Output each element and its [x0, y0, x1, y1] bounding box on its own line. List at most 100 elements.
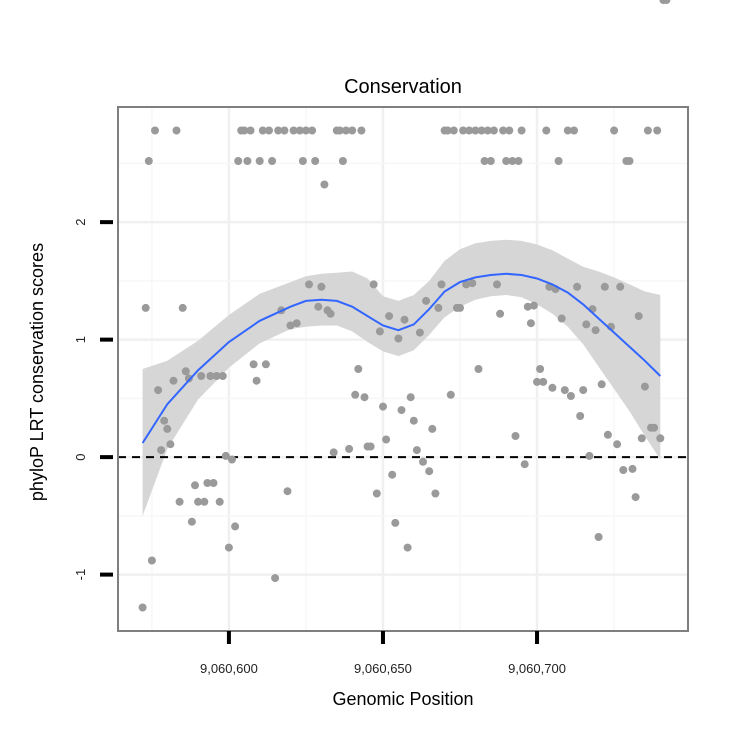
- data-point: [360, 393, 369, 402]
- data-point: [314, 302, 323, 311]
- data-point: [400, 315, 409, 324]
- data-point: [634, 312, 643, 321]
- data-point: [169, 376, 178, 385]
- data-point: [456, 303, 464, 312]
- data-point: [317, 282, 326, 291]
- y-tick-label: 1: [73, 336, 88, 343]
- data-point: [489, 126, 498, 135]
- data-point: [261, 360, 270, 369]
- data-point: [573, 282, 582, 291]
- data-point: [301, 126, 310, 135]
- data-point: [184, 374, 193, 383]
- data-point: [274, 126, 283, 135]
- data-point: [224, 543, 233, 552]
- data-point: [292, 319, 301, 328]
- data-point: [437, 280, 446, 289]
- data-point: [480, 157, 489, 165]
- data-point: [619, 466, 628, 474]
- data-point: [628, 464, 637, 473]
- data-point: [594, 533, 603, 541]
- data-point: [662, 0, 671, 4]
- data-point: [597, 380, 606, 389]
- data-point: [459, 126, 468, 135]
- data-point: [465, 126, 474, 135]
- data-point: [151, 126, 159, 135]
- data-point: [523, 302, 532, 311]
- data-point: [240, 126, 249, 135]
- data-point: [637, 434, 646, 443]
- data-point: [591, 326, 600, 335]
- data-points: [138, 0, 671, 612]
- data-point: [335, 126, 344, 135]
- data-point: [403, 543, 412, 552]
- data-point: [166, 440, 175, 449]
- data-point: [610, 126, 619, 135]
- data-point: [197, 372, 206, 380]
- data-point: [308, 126, 317, 135]
- data-point: [468, 279, 477, 288]
- y-tick-label: 2: [73, 219, 88, 226]
- data-point: [203, 479, 212, 487]
- smooth-trend-line: [141, 272, 662, 444]
- data-point: [280, 126, 289, 135]
- data-point: [326, 309, 335, 318]
- data-point: [613, 440, 622, 449]
- data-point: [181, 367, 190, 376]
- data-point: [311, 157, 320, 165]
- data-point: [200, 497, 209, 506]
- data-point: [194, 497, 203, 506]
- data-point: [305, 280, 313, 289]
- data-point: [286, 321, 295, 330]
- data-point: [379, 402, 387, 411]
- data-point: [172, 126, 181, 135]
- data-point: [163, 424, 172, 433]
- data-point: [375, 327, 384, 336]
- data-point: [372, 489, 381, 498]
- panel-border: [117, 106, 689, 632]
- data-point: [576, 412, 585, 420]
- data-point: [342, 126, 350, 135]
- data-point: [600, 282, 609, 291]
- data-point: [493, 280, 501, 289]
- data-point: [446, 390, 455, 399]
- data-point: [382, 435, 391, 444]
- data-point: [246, 126, 255, 135]
- data-point: [412, 446, 421, 455]
- data-point: [508, 157, 517, 165]
- data-point: [212, 372, 221, 380]
- data-point: [351, 390, 360, 399]
- data-point: [160, 416, 169, 425]
- data-point: [616, 282, 625, 291]
- data-point: [557, 314, 566, 323]
- data-point: [656, 434, 665, 443]
- data-point: [502, 157, 511, 165]
- data-point: [406, 393, 415, 402]
- data-point: [520, 460, 529, 469]
- data-point: [422, 296, 431, 305]
- data-point: [215, 497, 224, 506]
- data-point: [141, 303, 150, 312]
- data-point: [265, 126, 273, 135]
- data-point: [428, 424, 437, 433]
- data-point: [258, 126, 267, 135]
- data-point: [526, 319, 535, 328]
- data-point: [425, 467, 434, 476]
- axes: 9,060,600 9,060,650 9,060,700 -1 0 1 2: [73, 219, 566, 676]
- data-point: [218, 372, 227, 380]
- data-point: [434, 303, 443, 312]
- data-point: [517, 126, 526, 135]
- data-point: [415, 328, 424, 337]
- x-tick-label: 9,060,700: [508, 661, 566, 676]
- data-point: [514, 157, 523, 165]
- chart-title: Conservation: [344, 76, 462, 98]
- data-point: [138, 603, 147, 612]
- data-point: [449, 126, 458, 135]
- data-point: [566, 392, 575, 400]
- confidence-ribbon: [142, 239, 661, 516]
- data-point: [228, 455, 236, 464]
- data-point: [175, 497, 184, 506]
- data-point: [582, 320, 591, 329]
- y-tick-label: -1: [73, 569, 88, 581]
- data-point: [366, 442, 375, 451]
